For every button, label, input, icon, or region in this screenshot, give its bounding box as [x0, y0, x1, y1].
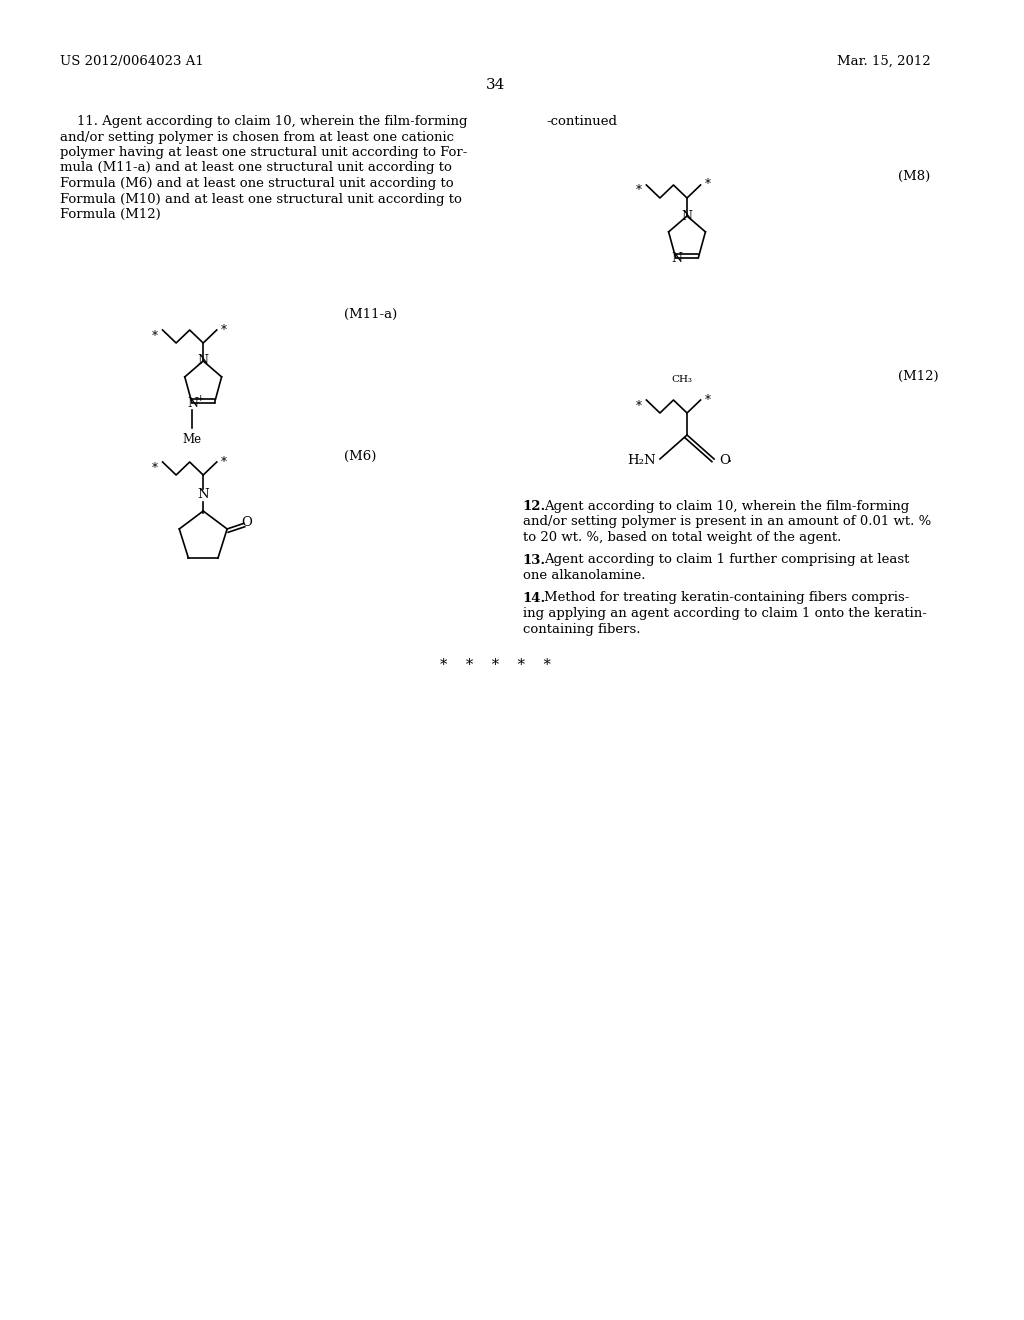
Text: *: * [220, 455, 226, 469]
Text: Method for treating keratin-containing fibers compris-: Method for treating keratin-containing f… [544, 591, 909, 605]
Text: Me: Me [182, 433, 202, 446]
Text: Formula (M10) and at least one structural unit according to: Formula (M10) and at least one structura… [60, 193, 462, 206]
Text: polymer having at least one structural unit according to For-: polymer having at least one structural u… [60, 147, 467, 158]
Text: +: + [196, 395, 204, 403]
Text: 14.: 14. [522, 591, 546, 605]
Text: Agent according to claim 1 further comprising at least: Agent according to claim 1 further compr… [544, 553, 909, 566]
Text: *: * [636, 185, 642, 198]
Text: 11. Agent according to claim 10, wherein the film-forming: 11. Agent according to claim 10, wherein… [78, 115, 468, 128]
Text: and/or setting polymer is present in an amount of 0.01 wt. %: and/or setting polymer is present in an … [522, 516, 931, 528]
Text: 34: 34 [485, 78, 505, 92]
Text: *: * [636, 400, 642, 412]
Text: N: N [671, 252, 682, 265]
Text: H₂N: H₂N [628, 454, 656, 466]
Text: Formula (M12): Formula (M12) [60, 209, 161, 220]
Text: one alkanolamine.: one alkanolamine. [522, 569, 645, 582]
Text: US 2012/0064023 A1: US 2012/0064023 A1 [60, 55, 204, 69]
Text: (M11-a): (M11-a) [343, 308, 396, 321]
Text: *: * [152, 330, 158, 342]
Text: 12.: 12. [522, 500, 546, 513]
Text: N: N [198, 355, 209, 367]
Text: N: N [682, 210, 692, 223]
Text: mula (M11-a) and at least one structural unit according to: mula (M11-a) and at least one structural… [60, 161, 452, 174]
Text: *: * [705, 178, 711, 191]
Text: O: O [719, 454, 730, 466]
Text: CH₃: CH₃ [672, 375, 692, 384]
Text: ing applying an agent according to claim 1 onto the keratin-: ing applying an agent according to claim… [522, 607, 927, 620]
Text: containing fibers.: containing fibers. [522, 623, 640, 635]
Text: Agent according to claim 10, wherein the film-forming: Agent according to claim 10, wherein the… [544, 500, 909, 513]
Text: (M6): (M6) [343, 450, 376, 463]
Text: 13.: 13. [522, 553, 546, 566]
Text: Mar. 15, 2012: Mar. 15, 2012 [838, 55, 931, 69]
Text: and/or setting polymer is chosen from at least one cationic: and/or setting polymer is chosen from at… [60, 131, 454, 144]
Text: Formula (M6) and at least one structural unit according to: Formula (M6) and at least one structural… [60, 177, 454, 190]
Text: *: * [152, 462, 158, 474]
Text: *: * [705, 393, 711, 407]
Text: .: . [727, 450, 732, 466]
Text: (M8): (M8) [898, 170, 930, 183]
Text: N: N [187, 397, 199, 411]
Text: (M12): (M12) [898, 370, 939, 383]
Text: *    *    *    *    *: * * * * * [440, 657, 551, 672]
Text: O: O [241, 516, 252, 529]
Text: -continued: -continued [547, 115, 617, 128]
Text: N: N [198, 488, 209, 502]
Text: *: * [220, 323, 226, 337]
Text: to 20 wt. %, based on total weight of the agent.: to 20 wt. %, based on total weight of th… [522, 531, 841, 544]
